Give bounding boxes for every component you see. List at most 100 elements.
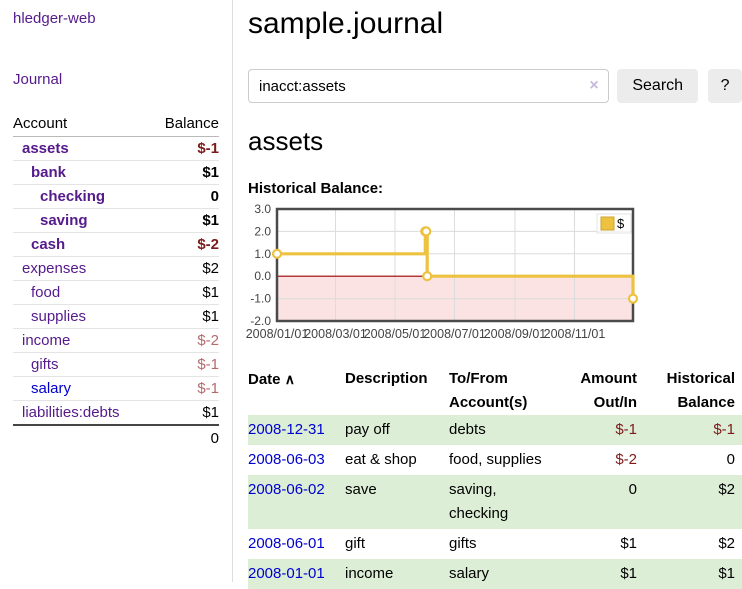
accounts-table-header-row: Account Balance xyxy=(13,115,219,137)
x-tick-label: 2008/01/01 xyxy=(246,327,309,341)
transaction-row: 2008-06-01 gift gifts $1 $2 xyxy=(248,529,742,559)
transactions-table-body: 2008-12-31 pay off debts $-1 $-1 2008-06-03 ea… xyxy=(248,415,742,589)
transaction-row: 2008-06-03 eat & shop food, supplies $-2 0 xyxy=(248,445,742,475)
account-balance: $1 xyxy=(149,160,219,185)
historical-balance-chart: $3.0 2.0 1.0 0.0 -1.0 -2.0 2008/01/01 2008/03/0… xyxy=(246,202,640,346)
transaction-balance: $1 xyxy=(718,565,735,582)
search-input[interactable] xyxy=(248,69,610,103)
account-link-bank[interactable]: bank xyxy=(31,164,67,181)
account-row: food $1 xyxy=(13,280,219,305)
search-form: × Search ? xyxy=(248,69,742,103)
account-row: cash $-2 xyxy=(13,232,219,257)
data-point-marker xyxy=(627,293,639,304)
account-row: bank $1 xyxy=(13,160,219,185)
transaction-accounts: debts xyxy=(449,421,486,438)
transaction-date-link[interactable]: 2008-06-03 xyxy=(248,451,325,468)
transaction-amount: $1 xyxy=(620,565,637,582)
page-title: sample.journal xyxy=(248,7,444,40)
transaction-amount: $-2 xyxy=(615,451,637,468)
sidebar: hledger-web Journal Account Balance asse… xyxy=(0,0,233,582)
y-tick-label: 0.0 xyxy=(254,269,271,283)
plot-border xyxy=(275,207,635,323)
app-title-link[interactable]: hledger-web xyxy=(13,10,96,27)
transaction-date-link[interactable]: 2008-01-01 xyxy=(248,565,325,582)
transaction-row: 2008-12-31 pay off debts $-1 $-1 xyxy=(248,415,742,445)
account-balance: $-1 xyxy=(149,376,219,401)
account-row: saving $1 xyxy=(13,208,219,233)
transaction-row: 2008-06-02 save saving, checking 0 $2 xyxy=(248,475,742,529)
search-button[interactable]: Search xyxy=(617,69,699,103)
account-heading: assets xyxy=(248,126,324,156)
transaction-description: pay off xyxy=(345,421,390,438)
transaction-amount: $-1 xyxy=(615,421,637,438)
chart-label: Historical Balance: xyxy=(248,180,384,197)
account-balance: $1 xyxy=(149,400,219,425)
transaction-date-link[interactable]: 2008-12-31 xyxy=(248,421,325,438)
y-tick-label: 2.0 xyxy=(254,224,271,238)
x-tick-label: 2008/09/01 xyxy=(484,327,547,341)
account-link-assets[interactable]: assets xyxy=(22,140,69,157)
transaction-date-link[interactable]: 2008-06-01 xyxy=(248,535,325,552)
legend-label: $ xyxy=(617,216,625,231)
y-tick-label: 1.0 xyxy=(254,247,271,261)
accounts-header-account: Account xyxy=(13,115,150,137)
account-link-liabilities-debts[interactable]: liabilities:debts xyxy=(22,404,120,421)
transactions-header-accounts: To/From Account(s) xyxy=(449,370,528,411)
transaction-accounts: gifts xyxy=(449,535,477,552)
transaction-accounts: saving, checking xyxy=(449,481,509,522)
account-link-supplies[interactable]: supplies xyxy=(31,308,87,325)
transaction-description: gift xyxy=(345,535,366,552)
data-point-marker xyxy=(422,271,433,282)
transaction-balance: $2 xyxy=(718,535,735,552)
app-title: hledger-web xyxy=(13,10,219,27)
sort-ascending-icon: ∧ xyxy=(284,371,295,387)
account-row: supplies $1 xyxy=(13,304,219,329)
transactions-header-description: Description xyxy=(345,370,428,387)
account-row: salary $-1 xyxy=(13,376,219,401)
account-link-expenses[interactable]: expenses xyxy=(22,260,87,277)
account-balance: $-2 xyxy=(149,232,219,257)
account-row: gifts $-1 xyxy=(13,352,219,377)
transactions-header-row: Date ∧ Description To/From Account(s) Am… xyxy=(248,367,742,415)
account-row: expenses $2 xyxy=(13,256,219,281)
clear-search-icon[interactable]: × xyxy=(589,77,599,94)
account-balance: 0 xyxy=(149,184,219,209)
sidebar-item-journal[interactable]: Journal xyxy=(13,71,63,88)
transactions-header-date[interactable]: Date ∧ xyxy=(248,367,345,415)
transaction-date-link[interactable]: 2008-06-02 xyxy=(248,481,325,498)
account-link-saving[interactable]: saving xyxy=(40,212,88,229)
account-row: liabilities:debts $1 xyxy=(13,400,219,425)
y-tick-label: -1.0 xyxy=(250,292,271,306)
x-tick-label: 2008/11/01 xyxy=(544,327,606,341)
account-link-food[interactable]: food xyxy=(31,284,61,301)
transaction-accounts: food, supplies xyxy=(449,451,542,468)
transaction-description: income xyxy=(345,565,394,582)
transaction-amount: 0 xyxy=(628,481,637,498)
transaction-row: 2008-01-01 income salary $1 $1 xyxy=(248,559,742,589)
main-content: sample.journal × Search ? assets Histori… xyxy=(246,0,742,589)
accounts-total-row: 0 xyxy=(13,424,219,451)
account-link-gifts[interactable]: gifts xyxy=(31,356,59,373)
account-link-checking[interactable]: checking xyxy=(40,188,106,205)
help-button[interactable]: ? xyxy=(708,69,742,103)
account-balance: $1 xyxy=(149,304,219,329)
account-link-salary[interactable]: salary xyxy=(31,380,72,397)
transaction-description: save xyxy=(345,481,377,498)
legend-swatch xyxy=(600,216,615,231)
account-link-income[interactable]: income xyxy=(22,332,71,349)
transactions-header-balance: Historical Balance xyxy=(666,370,735,411)
transaction-balance: $2 xyxy=(718,481,735,498)
account-link-cash[interactable]: cash xyxy=(31,236,66,253)
account-row: assets $-1 xyxy=(13,137,219,161)
transaction-balance: 0 xyxy=(726,451,735,468)
accounts-header-balance: Balance xyxy=(149,115,219,137)
account-balance: $1 xyxy=(149,280,219,305)
transactions-header-date-label: Date xyxy=(248,371,281,388)
y-tick-label: 3.0 xyxy=(254,202,271,216)
x-tick-label: 2008/07/01 xyxy=(423,327,486,341)
transactions-table: Date ∧ Description To/From Account(s) Am… xyxy=(248,367,742,589)
account-row: checking 0 xyxy=(13,184,219,209)
account-balance: $-1 xyxy=(149,352,219,377)
y-tick-label: -2.0 xyxy=(250,314,271,328)
transaction-accounts: salary xyxy=(449,565,490,582)
